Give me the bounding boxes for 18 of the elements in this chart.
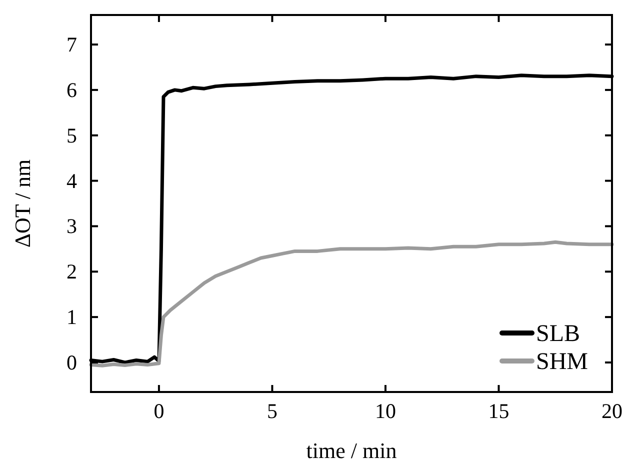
x-tick-label: 0 (154, 399, 164, 423)
y-tick-label: 1 (66, 305, 77, 330)
line-series (89, 240, 614, 368)
x-tick-label: 15 (488, 399, 510, 423)
y-tick-label: 5 (66, 123, 77, 148)
y-tick-label: 4 (66, 168, 78, 193)
y-tick-label: 6 (66, 78, 77, 102)
y-tick-label: 7 (66, 32, 77, 57)
y-tick-label: 2 (66, 260, 77, 284)
x-tick-label: 5 (266, 399, 278, 423)
y-tick-label: 0 (66, 350, 77, 374)
y-tick-label: 3 (66, 214, 77, 238)
legend-label: SHM (536, 349, 588, 375)
x-tick-label: 20 (602, 399, 622, 423)
legend-label: SLB (536, 321, 580, 347)
x-axis-title: time / min (306, 438, 397, 463)
x-tick-label: 10 (374, 399, 396, 423)
y-axis-title: ΔOT / nm (10, 159, 35, 248)
